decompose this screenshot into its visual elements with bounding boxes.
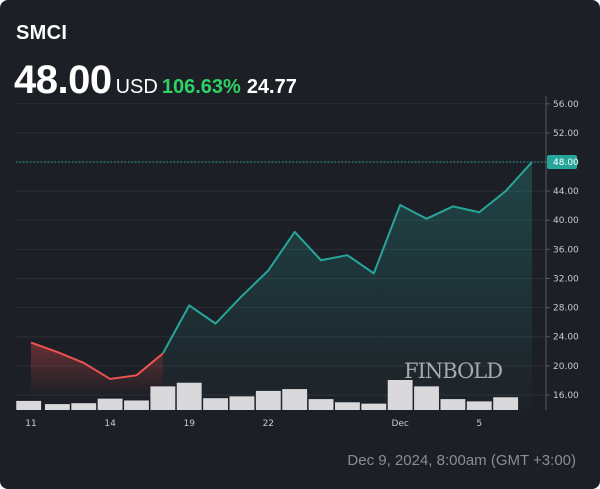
- x-tick-label: 14: [104, 419, 116, 429]
- current-price: 48.00: [14, 58, 112, 102]
- y-tick-label: 44.00: [553, 187, 579, 197]
- volume-bar: [308, 399, 334, 410]
- x-tick-label: 11: [25, 419, 36, 429]
- volume-bar: [282, 389, 308, 410]
- volume-bar: [493, 397, 519, 410]
- finbold-watermark: FINBOLD: [404, 359, 502, 383]
- volume-bar: [203, 398, 229, 410]
- volume-bar: [44, 404, 70, 410]
- volume-bar: [255, 390, 281, 410]
- volume-bar: [150, 386, 176, 410]
- y-tick-label: 24.00: [553, 333, 579, 343]
- y-tick-label: 20.00: [553, 362, 579, 372]
- volume-bar: [124, 400, 149, 410]
- y-tick-label: 16.00: [553, 391, 579, 401]
- current-price-label: 48.00: [553, 158, 579, 168]
- volume-bar: [414, 386, 439, 410]
- timestamp: Dec 9, 2024, 8:00am (GMT +3:00): [347, 452, 576, 469]
- volume-bar: [387, 380, 413, 410]
- y-tick-label: 52.00: [553, 129, 579, 139]
- price-line: [30, 161, 533, 380]
- up-area: [162, 162, 532, 410]
- change-absolute: 24.77: [246, 76, 297, 98]
- volume-bar: [176, 382, 202, 410]
- volume-bar: [97, 398, 123, 410]
- price-row: 48.00 USD 106.63% 24.77: [14, 58, 297, 102]
- x-tick-label: 5: [476, 419, 482, 429]
- volume-bars: [16, 380, 519, 410]
- y-tick-label: 32.00: [553, 274, 579, 284]
- change-percent: 106.63%: [161, 76, 241, 98]
- y-tick-label: 56.00: [553, 100, 579, 110]
- price-line-down: [30, 341, 164, 380]
- y-tick-label: 36.00: [553, 245, 579, 255]
- current-price-label-bg: [547, 155, 577, 169]
- y-tick-label: 28.00: [553, 304, 579, 314]
- volume-bar: [361, 403, 387, 410]
- price-line-up: [161, 161, 533, 354]
- volume-bar: [229, 396, 255, 410]
- volume-bar: [16, 400, 42, 410]
- volume-bar: [440, 399, 466, 410]
- ticker-symbol: SMCI: [16, 22, 68, 44]
- y-axis: 56.00 52.00 44.00 40.00 36.00 32.00 28.00 24.00…: [545, 96, 579, 410]
- x-axis: 11 14 19 22 Dec 5: [25, 419, 482, 429]
- volume-bar: [71, 403, 97, 410]
- volume-bar: [334, 402, 360, 410]
- x-tick-label: Dec: [391, 419, 408, 429]
- x-tick-label: 19: [183, 419, 195, 429]
- x-tick-label: 22: [263, 419, 274, 429]
- volume-bar: [466, 401, 492, 410]
- currency-label: USD: [115, 76, 158, 98]
- y-tick-label: 40.00: [553, 216, 579, 226]
